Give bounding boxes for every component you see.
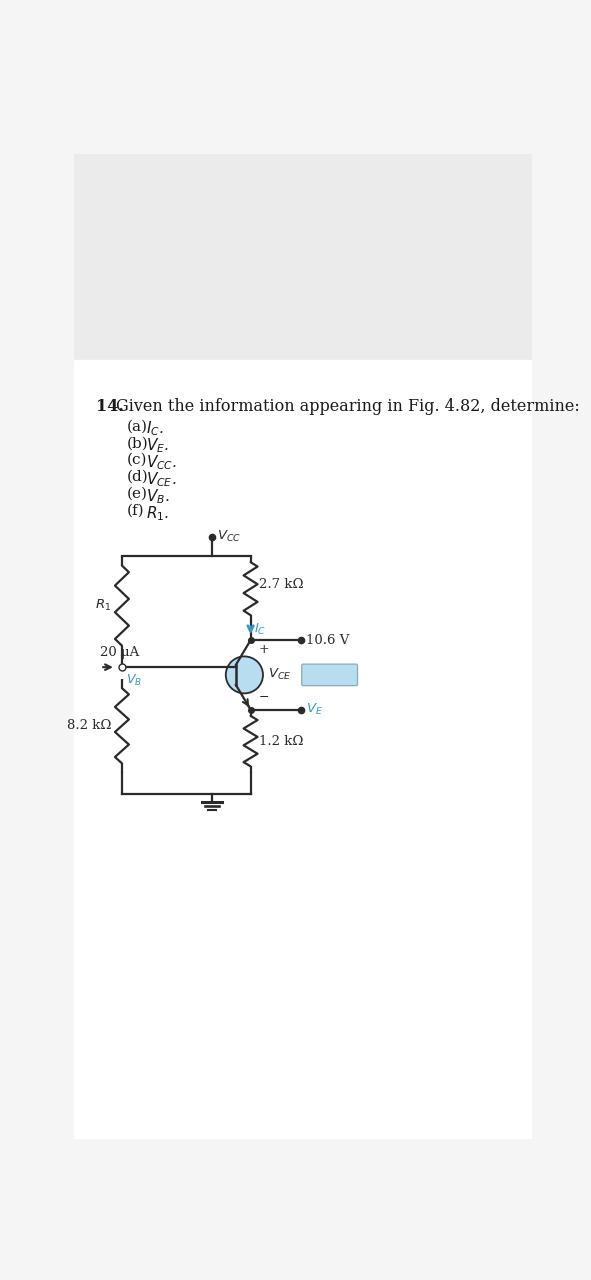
Text: (d): (d) xyxy=(126,470,148,484)
Bar xyxy=(74,360,532,1139)
FancyBboxPatch shape xyxy=(302,664,358,686)
Bar xyxy=(74,154,532,360)
Circle shape xyxy=(226,657,263,694)
Text: −: − xyxy=(258,691,269,704)
Text: 10.6 V: 10.6 V xyxy=(306,634,349,646)
Text: $V_E$.: $V_E$. xyxy=(146,436,169,454)
Text: +: + xyxy=(258,644,269,657)
Text: $V_{CE}$.: $V_{CE}$. xyxy=(146,470,177,489)
Text: $V_{CE}$: $V_{CE}$ xyxy=(268,667,291,682)
Text: (e): (e) xyxy=(126,486,148,500)
Text: $V_{CC}$: $V_{CC}$ xyxy=(217,529,241,544)
Text: 1.2 kΩ: 1.2 kΩ xyxy=(259,735,303,748)
Text: 20 μA: 20 μA xyxy=(100,646,139,659)
Text: $R_1$.: $R_1$. xyxy=(146,504,169,522)
Text: $I_C$.: $I_C$. xyxy=(146,420,164,438)
Text: $I_C$: $I_C$ xyxy=(255,622,267,637)
Text: (f): (f) xyxy=(126,504,144,518)
Text: β = 100: β = 100 xyxy=(304,668,356,681)
Text: 2.7 kΩ: 2.7 kΩ xyxy=(259,579,304,591)
Text: $V_B$.: $V_B$. xyxy=(146,486,170,506)
Text: $V_{CC}$.: $V_{CC}$. xyxy=(146,453,177,472)
Text: $V_B$: $V_B$ xyxy=(126,673,142,689)
Text: (b): (b) xyxy=(126,436,148,451)
Text: (a): (a) xyxy=(126,420,148,433)
Text: 8.2 kΩ: 8.2 kΩ xyxy=(67,719,111,732)
Text: $V_E$: $V_E$ xyxy=(306,701,323,717)
Text: Given the information appearing in Fig. 4.82, determine:: Given the information appearing in Fig. … xyxy=(116,398,580,416)
Text: 14.: 14. xyxy=(96,398,124,416)
Text: (c): (c) xyxy=(126,453,147,467)
Text: $R_1$: $R_1$ xyxy=(95,598,111,613)
